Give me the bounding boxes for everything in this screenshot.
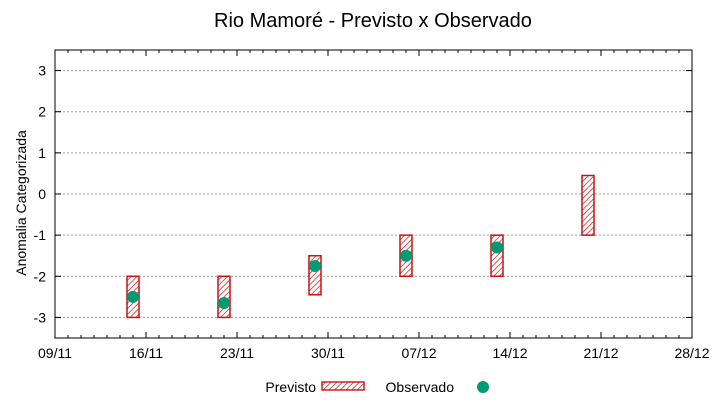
x-tick-label: 16/11: [129, 345, 163, 361]
x-tick-label: 21/12: [583, 345, 618, 361]
x-tick-label: 28/12: [674, 345, 709, 361]
y-tick-label: 0: [38, 186, 46, 202]
legend-label-observado: Observado: [386, 379, 455, 395]
x-tick-label: 07/12: [401, 345, 436, 361]
y-tick-label: 1: [38, 145, 46, 161]
chart-title: Rio Mamoré - Previsto x Observado: [214, 10, 532, 32]
previsto-range-bar: [581, 174, 595, 236]
x-tick-label: 14/12: [492, 345, 527, 361]
observado-series: [127, 241, 503, 310]
observado-point: [218, 297, 230, 310]
plot-frame: [54, 49, 693, 339]
legend-label-previsto: Previsto: [265, 379, 316, 395]
y-axis-ticks: 3 2 1 0 -1 -2 -3: [34, 63, 692, 325]
x-tick-label: 30/11: [311, 345, 345, 361]
y-tick-label: -2: [34, 268, 47, 284]
previsto-range-bar: [490, 234, 504, 278]
previsto-series: [126, 174, 595, 319]
legend-swatch-observado: [477, 381, 489, 393]
observado-point: [400, 249, 412, 262]
y-axis-label: Anomalia Categorizada: [13, 130, 29, 276]
observado-point: [491, 241, 503, 254]
x-tick-label: 23/11: [220, 345, 254, 361]
y-tick-label: 3: [38, 63, 46, 79]
x-tick-label: 09/11: [38, 345, 72, 361]
observado-point: [309, 260, 321, 272]
observado-point: [127, 290, 139, 303]
y-tick-label: -3: [34, 309, 47, 325]
grid: [55, 70, 692, 318]
previsto-range-bar: [217, 275, 231, 319]
y-tick-label: 2: [38, 104, 46, 120]
y-tick-label: -1: [34, 227, 47, 243]
legend-swatch-previsto: [321, 381, 365, 391]
legend: Previsto Observado: [265, 379, 489, 395]
